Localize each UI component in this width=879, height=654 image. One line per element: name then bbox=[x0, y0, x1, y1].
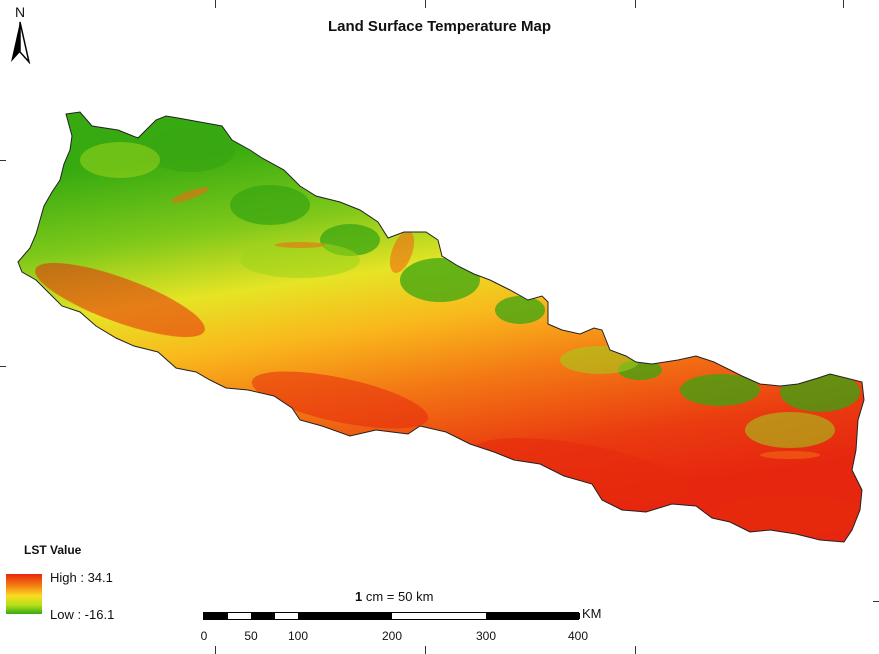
scale-label: 300 bbox=[475, 629, 497, 643]
scale-bar bbox=[203, 612, 580, 620]
scale-unit: KM bbox=[582, 606, 602, 621]
scale-segment bbox=[392, 613, 486, 619]
legend-color-ramp bbox=[6, 574, 42, 614]
scale-segment bbox=[228, 613, 251, 619]
scale-segment bbox=[486, 613, 580, 619]
graticule-tick bbox=[0, 160, 6, 161]
scale-label: 50 bbox=[244, 629, 258, 643]
graticule-tick bbox=[215, 646, 216, 654]
scale-label: 200 bbox=[381, 629, 403, 643]
graticule-tick bbox=[425, 0, 426, 8]
graticule-tick bbox=[873, 601, 879, 602]
graticule-tick bbox=[843, 0, 844, 8]
graticule-tick bbox=[0, 366, 6, 367]
scale-ratio-text: cm = 50 km bbox=[365, 589, 434, 604]
scale-label: 100 bbox=[287, 629, 309, 643]
graticule-tick bbox=[635, 646, 636, 654]
scale-segment bbox=[298, 613, 392, 619]
scale-label: 0 bbox=[200, 629, 208, 643]
scale-label: 400 bbox=[567, 629, 589, 643]
scale-ratio-value: 1 bbox=[355, 589, 363, 604]
legend-title: LST Value bbox=[24, 543, 82, 557]
graticule-tick bbox=[635, 0, 636, 8]
scale-segment bbox=[275, 613, 298, 619]
map-title: Land Surface Temperature Map bbox=[327, 18, 552, 35]
graticule-tick bbox=[215, 0, 216, 8]
scale-segment bbox=[251, 613, 275, 619]
graticule-tick bbox=[425, 646, 426, 654]
north-label: N bbox=[15, 4, 26, 20]
scale-segment bbox=[204, 613, 228, 619]
legend-low-label: Low : -16.1 bbox=[50, 607, 115, 622]
legend-high-label: High : 34.1 bbox=[50, 570, 113, 585]
north-arrow-icon: N bbox=[6, 4, 34, 64]
scale-ratio: 1 cm = 50 km bbox=[355, 589, 433, 604]
